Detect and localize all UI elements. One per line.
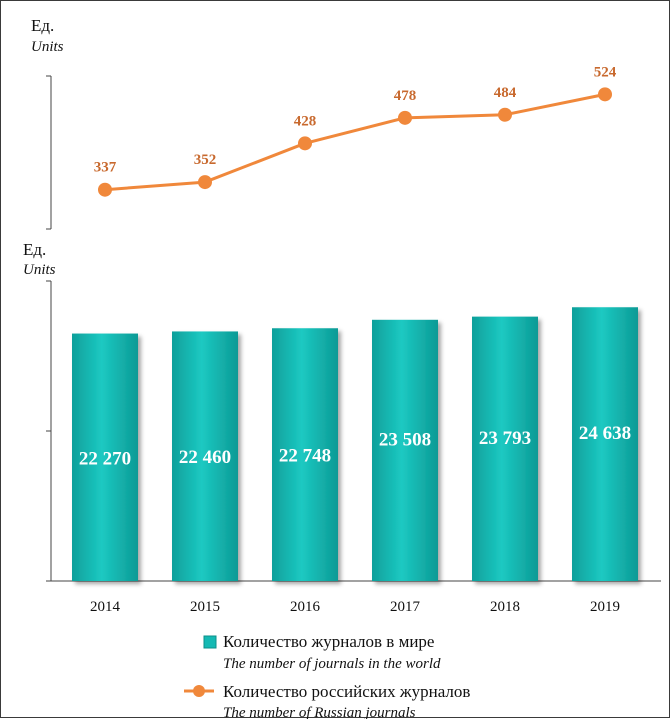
bar-2014 xyxy=(72,333,138,581)
bar-2018 xyxy=(472,316,538,581)
bar-data-label-2015: 22 460 xyxy=(179,447,231,468)
line-data-label-2019: 524 xyxy=(594,64,617,80)
legend-line-label-en: The number of Russian journals xyxy=(223,705,416,719)
x-tick-label-2015: 2015 xyxy=(190,599,220,615)
bar-2016 xyxy=(272,328,338,581)
bar-data-label-2016: 22 748 xyxy=(279,446,331,467)
bar-data-label-2017: 23 508 xyxy=(379,429,431,450)
legend-line-marker xyxy=(193,685,205,697)
x-tick-labels: 2014 2015 2016 2017 2018 2019 xyxy=(90,599,620,615)
bar-data-label-2014: 22 270 xyxy=(79,448,131,469)
bar-unit-label-ru: Ед. xyxy=(23,240,46,259)
x-tick-label-2017: 2017 xyxy=(390,599,421,615)
line-data-label-2015: 352 xyxy=(194,152,217,168)
x-tick-label-2018: 2018 xyxy=(490,599,520,615)
x-tick-label-2016: 2016 xyxy=(290,599,321,615)
line-point-2016 xyxy=(298,136,312,151)
x-tick-label-2019: 2019 xyxy=(590,599,620,615)
line-data-label-2016: 428 xyxy=(294,113,317,129)
bar-2015 xyxy=(172,331,238,581)
line-point-2018 xyxy=(498,107,512,122)
x-tick-label-2014: 2014 xyxy=(90,599,121,615)
line-data-label-2018: 484 xyxy=(494,85,517,101)
legend-line-label-ru: Количество российских журналов xyxy=(223,682,470,701)
line-data-label-2014: 337 xyxy=(94,160,117,176)
bar-data-label-2018: 23 793 xyxy=(479,428,531,449)
line-unit-label-en: Units xyxy=(31,39,64,55)
line-point-2014 xyxy=(98,182,112,197)
line-series-russian-journals xyxy=(104,92,606,192)
bar-unit-label-en: Units xyxy=(23,262,56,278)
line-unit-label-ru: Ед. xyxy=(31,16,54,35)
bar-data-label-2019: 24 638 xyxy=(579,423,631,444)
line-point-2017 xyxy=(398,110,412,125)
legend-bar-label-en: The number of journals in the world xyxy=(223,656,441,672)
legend-bar-label-ru: Количество журналов в мире xyxy=(223,632,434,651)
line-point-2015 xyxy=(198,175,212,190)
bar-2017 xyxy=(372,319,438,581)
line-point-2019 xyxy=(598,87,612,102)
line-data-label-2017: 478 xyxy=(394,88,417,104)
line-points: 337 352 428 478 484 524 xyxy=(94,64,617,197)
legend-bar-swatch xyxy=(203,635,217,649)
legend: Количество журналов в мире The number of… xyxy=(184,632,470,719)
bar-group: 22 270 22 460 22 748 23 508 23 793 24 638 xyxy=(72,307,638,581)
bar-2019 xyxy=(572,307,638,581)
